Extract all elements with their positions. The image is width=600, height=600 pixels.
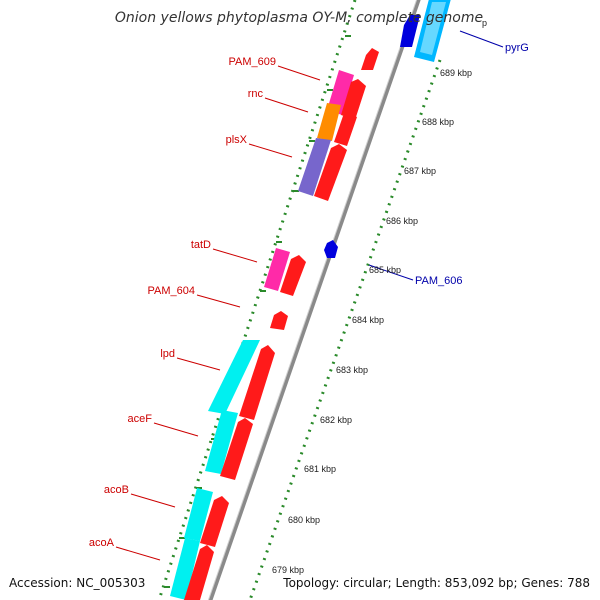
kbp-label: 682 kbp bbox=[320, 415, 352, 425]
kbp-label: 684 kbp bbox=[352, 315, 384, 325]
category-box-rnc[interactable] bbox=[317, 103, 341, 141]
kbp-label: 681 kbp bbox=[304, 464, 336, 474]
gene-label-plsX[interactable]: plsX bbox=[226, 134, 248, 146]
kbp-label: 687 kbp bbox=[404, 166, 436, 176]
reverse-gene-PAM_606[interactable] bbox=[324, 240, 338, 258]
forward-gene-acoA[interactable] bbox=[184, 545, 214, 600]
reverse-gene-pyrG-category[interactable] bbox=[414, 0, 452, 62]
map-title: Onion yellows phytoplasma OY-M, complete… bbox=[115, 10, 483, 26]
category-box-acoB[interactable] bbox=[184, 488, 213, 541]
category-box-acoA[interactable] bbox=[170, 538, 200, 600]
category-box-lpd[interactable] bbox=[208, 340, 260, 414]
kbp-label: 679 kbp bbox=[272, 565, 304, 575]
category-box-aceF[interactable] bbox=[205, 410, 238, 474]
forward-gene-PAM_609[interactable] bbox=[341, 79, 366, 120]
category-box-PAM_609[interactable] bbox=[327, 70, 354, 115]
forward-gene-lpd[interactable] bbox=[239, 345, 275, 420]
accession-text: Accession: NC_005303 bbox=[9, 576, 145, 590]
forward-gene-plsX[interactable] bbox=[314, 144, 347, 201]
reverse-gene-pyrG[interactable] bbox=[400, 15, 420, 47]
category-box-tatD[interactable] bbox=[264, 248, 290, 291]
gene-label-tatD[interactable]: tatD bbox=[191, 239, 211, 251]
backbone bbox=[207, 0, 421, 600]
kbp-label: 680 kbp bbox=[288, 515, 320, 525]
kbp-label: 685 kbp bbox=[369, 265, 401, 275]
gene-label-rnc[interactable]: rnc bbox=[248, 88, 264, 100]
forward-gene-rnc[interactable] bbox=[334, 112, 357, 146]
outer-dotted-ring bbox=[157, 0, 357, 600]
kbp-label: 688 kbp bbox=[422, 117, 454, 127]
gene-label-acoB[interactable]: acoB bbox=[104, 484, 129, 496]
gene-label-PAM_609[interactable]: PAM_609 bbox=[229, 56, 277, 68]
gene-label-lpd[interactable]: lpd bbox=[160, 348, 175, 360]
forward-gene-1[interactable] bbox=[361, 48, 379, 70]
label-leader-lines bbox=[115, 30, 504, 561]
forward-gene-acoB[interactable] bbox=[200, 496, 229, 547]
gene-label-PAM_604[interactable]: PAM_604 bbox=[148, 285, 196, 297]
forward-gene-PAM_604[interactable] bbox=[270, 311, 288, 330]
gene-label-acoA[interactable]: acoA bbox=[89, 537, 115, 549]
gene-label-PAM_606[interactable]: PAM_606 bbox=[415, 275, 463, 287]
kbp-label: 686 kbp bbox=[386, 216, 418, 226]
summary-text: Topology: circular; Length: 853,092 bp; … bbox=[282, 576, 590, 590]
kbp-label: 683 kbp bbox=[336, 365, 368, 375]
gene-label-aceF[interactable]: aceF bbox=[128, 413, 153, 425]
kbp-label: 689 kbp bbox=[440, 68, 472, 78]
forward-gene-tatD[interactable] bbox=[280, 255, 306, 296]
gene-label-pyrG[interactable]: pyrG bbox=[505, 42, 529, 54]
forward-gene-aceF[interactable] bbox=[220, 418, 253, 480]
kbp-label: p bbox=[482, 18, 487, 28]
category-box-plsX[interactable] bbox=[298, 138, 331, 196]
